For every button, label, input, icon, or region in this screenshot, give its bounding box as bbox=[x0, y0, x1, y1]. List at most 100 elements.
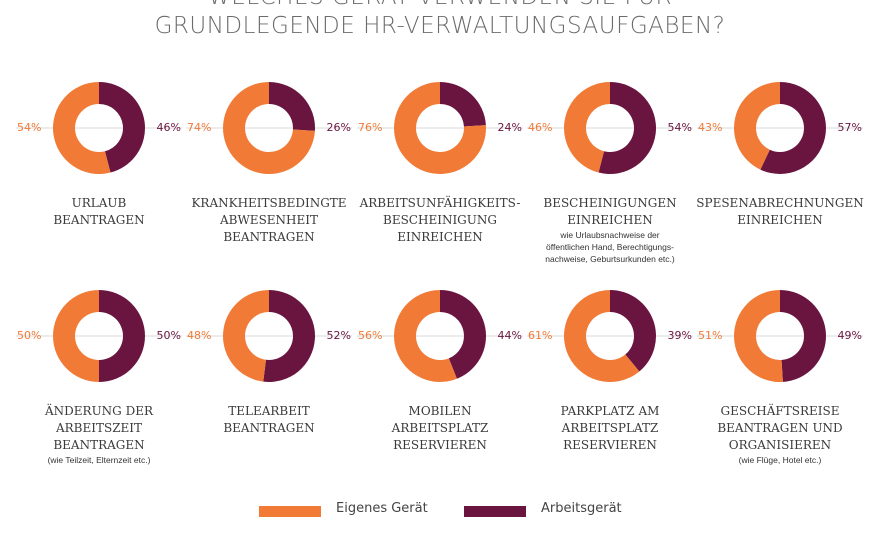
task-label: SPESENABRECHNUNGEN EINREICHEN bbox=[695, 195, 865, 229]
task-label: URLAUB BEANTRAGEN bbox=[14, 195, 184, 229]
percent-label-own: 76% bbox=[358, 121, 383, 134]
slice-arbeitsgeraet bbox=[610, 290, 656, 372]
percent-label-own: 48% bbox=[187, 329, 212, 342]
percent-label-own: 43% bbox=[698, 121, 723, 134]
task-label-line: BESCHEINIGUNG bbox=[383, 213, 497, 227]
slice-eigenes-geraet bbox=[394, 290, 457, 382]
donut-svg bbox=[527, 290, 693, 382]
percent-label-own: 61% bbox=[528, 329, 553, 342]
legend-swatch-work bbox=[464, 506, 526, 517]
percent-label-work: 39% bbox=[667, 329, 692, 342]
task-label-line: PARKPLATZ AM bbox=[560, 404, 660, 418]
task-label-line: TELEARBEIT bbox=[228, 404, 310, 418]
task-label-line: BEANTRAGEN bbox=[53, 438, 145, 452]
slice-eigenes-geraet bbox=[564, 82, 610, 173]
slice-eigenes-geraet bbox=[53, 290, 99, 382]
slice-arbeitsgeraet bbox=[263, 290, 315, 382]
donut-chart-10: 51% 49% GESCHÄFTSREISE BEANTRAGEN UND ORGANI… bbox=[695, 290, 865, 481]
task-note-line: (wie Flüge, Hotel etc.) bbox=[738, 455, 822, 465]
task-label: BESCHEINIGUNGEN EINREICHEN bbox=[525, 195, 695, 229]
slice-eigenes-geraet bbox=[223, 290, 269, 382]
donut-svg bbox=[186, 82, 352, 174]
donut-chart-6: 50% 50% ÄNDERUNG DER ARBEITSZEIT BEANTRAGEN (… bbox=[14, 290, 184, 481]
task-label-line: ARBEITSPLATZ bbox=[391, 421, 489, 435]
percent-label-work: 49% bbox=[837, 329, 862, 342]
chart-title-line-2: GRUNDLEGENDE HR-VERWALTUNGSAUFGABEN? bbox=[154, 13, 726, 39]
percent-label-own: 56% bbox=[358, 329, 383, 342]
percent-label-work: 54% bbox=[667, 121, 692, 134]
task-label-line: URLAUB bbox=[71, 196, 127, 210]
slice-arbeitsgeraet bbox=[99, 82, 146, 173]
percent-label-own: 46% bbox=[528, 121, 553, 134]
task-label-line: ARBEITSUNFÄHIGKEITS- bbox=[359, 196, 521, 210]
task-label: ÄNDERUNG DER ARBEITSZEIT BEANTRAGEN bbox=[14, 403, 184, 454]
donut-chart-1: 54% 46% URLAUB BEANTRAGEN bbox=[14, 82, 184, 273]
task-label-line: ABWESENHEIT bbox=[219, 213, 319, 227]
donut-svg bbox=[357, 82, 523, 174]
task-label-line: ÄNDERUNG DER bbox=[44, 404, 153, 418]
donut-chart-8: 56% 44% MOBILEN ARBEITSPLATZ RESERVIEREN bbox=[355, 290, 525, 481]
task-note-line: nachweise, Geburtsurkunden etc.) bbox=[545, 254, 675, 264]
chart-title-line-1: WELCHES GERÄT VERWENDEN SIE FÜR bbox=[0, 0, 880, 10]
task-label: PARKPLATZ AM ARBEITSPLATZ RESERVIEREN bbox=[525, 403, 695, 454]
donut-svg bbox=[527, 82, 693, 174]
task-note-line: wie Urlaubsnachweise der bbox=[560, 230, 660, 240]
percent-label-work: 26% bbox=[326, 121, 351, 134]
task-label-line: EINREICHEN bbox=[737, 213, 823, 227]
slice-eigenes-geraet bbox=[564, 290, 640, 382]
task-label-line: MOBILEN bbox=[408, 404, 472, 418]
task-label-line: SPESENABRECHNUNGEN bbox=[696, 196, 864, 210]
legend-label-work: Arbeitsgerät bbox=[541, 501, 622, 516]
task-label: GESCHÄFTSREISE BEANTRAGEN UND ORGANISIEREN bbox=[695, 403, 865, 454]
percent-label-work: 44% bbox=[497, 329, 522, 342]
task-label: TELEARBEIT BEANTRAGEN bbox=[184, 403, 354, 437]
task-label-line: ORGANISIEREN bbox=[728, 438, 832, 452]
slice-arbeitsgeraet bbox=[760, 82, 826, 174]
task-note-line: öffentlichen Hand, Berechtigungs- bbox=[546, 242, 674, 252]
percent-label-work: 57% bbox=[837, 121, 862, 134]
percent-label-work: 24% bbox=[497, 121, 522, 134]
slice-arbeitsgeraet bbox=[598, 82, 656, 174]
percent-label-own: 74% bbox=[187, 121, 212, 134]
task-label: ARBEITSUNFÄHIGKEITS- BESCHEINIGUNG EINREIC… bbox=[355, 195, 525, 246]
task-note: (wie Flüge, Hotel etc.) bbox=[695, 454, 865, 466]
donut-chart-7: 48% 52% TELEARBEIT BEANTRAGEN bbox=[184, 290, 354, 481]
slice-arbeitsgeraet bbox=[440, 82, 486, 127]
donut-svg bbox=[16, 290, 182, 382]
task-note: wie Urlaubsnachweise der öffentlichen Han… bbox=[525, 229, 695, 265]
task-label-line: RESERVIEREN bbox=[563, 438, 657, 452]
slice-arbeitsgeraet bbox=[440, 290, 487, 379]
donut-svg bbox=[16, 82, 182, 174]
percent-label-work: 50% bbox=[156, 329, 181, 342]
percent-label-own: 50% bbox=[17, 329, 42, 342]
task-note: (wie Teilzeit, Elternzeit etc.) bbox=[14, 454, 184, 466]
slice-eigenes-geraet bbox=[734, 290, 783, 382]
donut-chart-5: 43% 57% SPESENABRECHNUNGEN EINREICHEN bbox=[695, 82, 865, 273]
task-label-line: ARBEITSPLATZ bbox=[561, 421, 659, 435]
slice-arbeitsgeraet bbox=[780, 290, 827, 382]
slice-eigenes-geraet bbox=[53, 82, 111, 174]
donut-svg bbox=[697, 290, 863, 382]
task-label-line: GESCHÄFTSREISE bbox=[720, 404, 840, 418]
percent-label-own: 51% bbox=[698, 329, 723, 342]
task-note-line: (wie Teilzeit, Elternzeit etc.) bbox=[47, 455, 151, 465]
donut-svg bbox=[186, 290, 352, 382]
task-label-line: KRANKHEITSBEDINGTE bbox=[191, 196, 347, 210]
task-label-line: ARBEITSZEIT bbox=[55, 421, 143, 435]
percent-label-work: 52% bbox=[326, 329, 351, 342]
percent-label-work: 46% bbox=[156, 121, 181, 134]
task-label-line: BEANTRAGEN bbox=[53, 213, 145, 227]
legend-label-own: Eigenes Gerät bbox=[336, 501, 428, 516]
task-label-line: EINREICHEN bbox=[567, 213, 653, 227]
task-label-line: RESERVIEREN bbox=[393, 438, 487, 452]
percent-label-own: 54% bbox=[17, 121, 42, 134]
legend: Eigenes Gerät Arbeitsgerät bbox=[0, 498, 880, 522]
task-label: MOBILEN ARBEITSPLATZ RESERVIEREN bbox=[355, 403, 525, 454]
slice-arbeitsgeraet bbox=[269, 82, 315, 131]
task-label-line: BESCHEINIGUNGEN bbox=[543, 196, 677, 210]
donut-chart-3: 76% 24% ARBEITSUNFÄHIGKEITS- BESCHEINIGUNG E… bbox=[355, 82, 525, 273]
legend-swatch-own bbox=[259, 506, 321, 517]
slice-eigenes-geraet bbox=[734, 82, 780, 170]
donut-chart-9: 61% 39% PARKPLATZ AM ARBEITSPLATZ RESERVIERE… bbox=[525, 290, 695, 481]
donut-svg bbox=[357, 290, 523, 382]
